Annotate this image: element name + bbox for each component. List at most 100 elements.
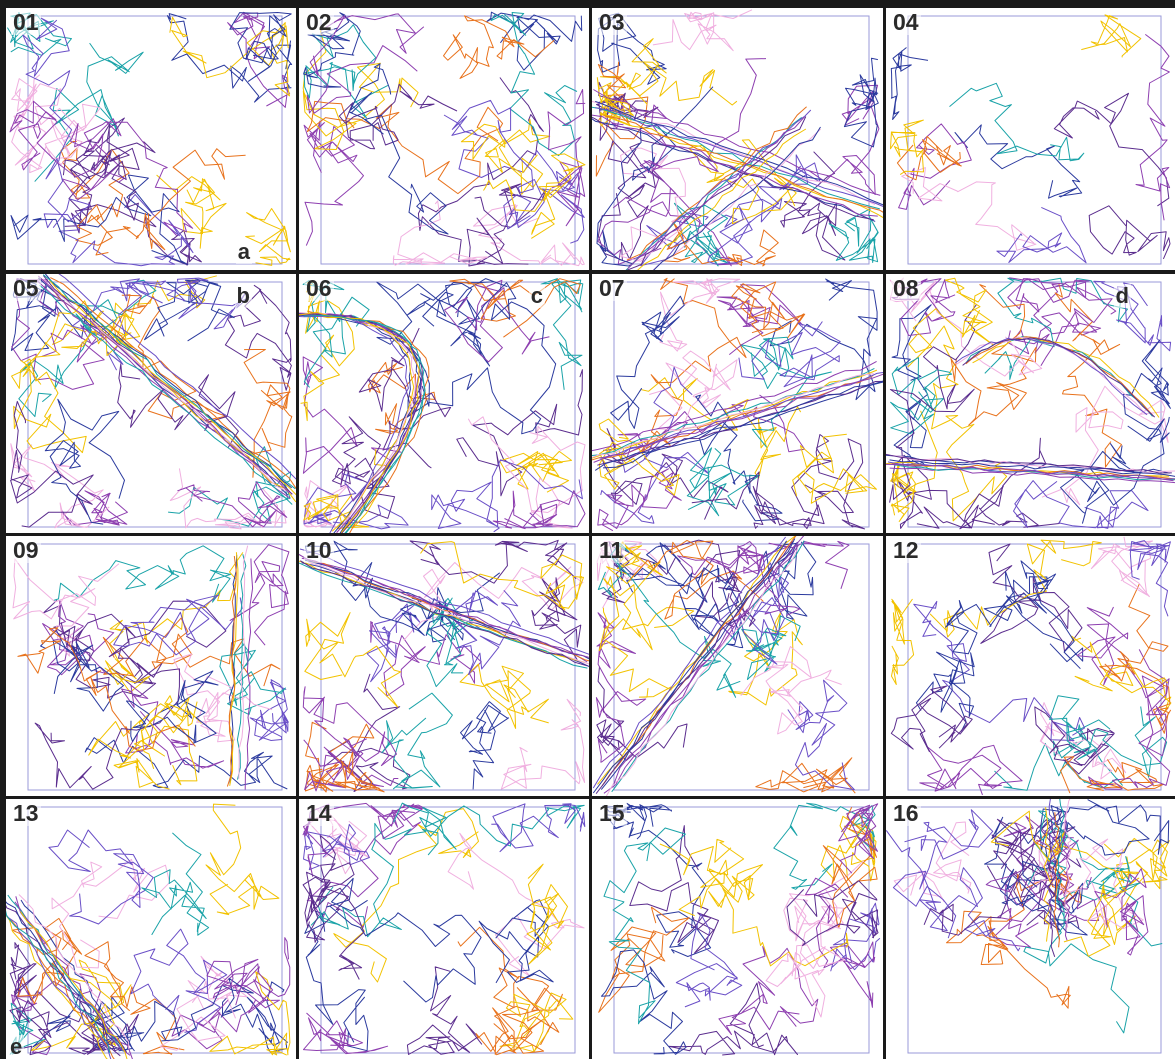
trajectory-trace (929, 539, 1102, 638)
trajectory-trace (303, 1012, 389, 1055)
trajectory-plot (302, 802, 586, 1056)
trajectory-trace (492, 490, 586, 530)
trajectory-trace (765, 905, 846, 1018)
trajectory-trace (6, 904, 121, 1057)
panel-letter: b (234, 283, 252, 308)
trajectory-trace (915, 651, 975, 732)
trajectory-trace (677, 540, 850, 589)
trajectory-trace (1022, 804, 1170, 888)
trajectory-trace (303, 314, 426, 533)
trajectory-plot (12, 543, 290, 791)
trajectory-plot (592, 277, 883, 532)
trajectory-trace (43, 194, 194, 267)
panel-number: 02 (304, 9, 334, 35)
trajectory-trace (954, 337, 1148, 416)
trajectory-trace (652, 9, 753, 52)
trajectory-panel-09: 09 (6, 536, 296, 796)
trajectory-trace (130, 928, 228, 1033)
trajectory-plot (6, 11, 293, 267)
trajectory-trace (994, 719, 1123, 791)
trajectory-trace (245, 208, 291, 266)
trajectory-trace (156, 174, 227, 249)
trajectory-trace (88, 701, 202, 786)
trajectory-plot (592, 9, 883, 270)
trajectory-trace (451, 99, 545, 230)
trajectory-trace (891, 278, 956, 336)
trajectory-panel-04: 04 (886, 8, 1175, 270)
trajectory-trace (1076, 606, 1168, 716)
trajectory-trace (306, 750, 385, 793)
trajectory-trace (691, 471, 825, 530)
arena-outline (613, 543, 870, 791)
trajectory-trace (499, 992, 574, 1053)
trajectory-trace (381, 692, 453, 790)
trajectory-trace (302, 802, 421, 877)
trajectory-trace (662, 220, 779, 267)
trajectory-trace (209, 971, 291, 1056)
trajectory-trace (10, 443, 110, 529)
trajectory-trace (890, 47, 929, 120)
trajectory-trace (769, 278, 878, 401)
panel-number: 15 (597, 800, 627, 826)
trajectory-trace (893, 821, 972, 902)
trajectory-trace (326, 877, 482, 1003)
trajectory-plot (598, 802, 881, 1056)
panel-number: 12 (891, 537, 921, 563)
trajectory-trace (892, 463, 1175, 481)
trajectory-trace (42, 274, 296, 490)
trajectory-trace (787, 679, 855, 791)
trajectory-trace (923, 818, 1046, 936)
trajectory-trace (306, 13, 425, 114)
trajectory-trace (243, 349, 293, 478)
trajectory-trace (61, 118, 194, 237)
trajectory-trace (475, 987, 545, 1056)
trajectory-trace (715, 562, 789, 665)
trajectory-trace (20, 911, 128, 1059)
trajectory-trace (641, 377, 802, 479)
trajectory-trace (805, 877, 876, 1008)
trajectory-trace (898, 123, 972, 210)
trajectory-trace (668, 982, 798, 1056)
trajectory-trace (159, 955, 248, 1051)
arena-outline (320, 281, 576, 528)
trajectory-trace (173, 653, 273, 743)
trajectory-panel-12: 12 (886, 536, 1175, 796)
trajectory-trace (10, 400, 94, 528)
trajectory-trace (6, 12, 72, 56)
trajectory-trace (613, 536, 805, 785)
trajectory-trace (755, 757, 856, 794)
trajectory-trace (333, 808, 479, 983)
trajectory-trace (34, 42, 144, 182)
trajectory-trace (889, 304, 977, 503)
trajectory-trace (1007, 277, 1113, 367)
trajectory-trace (1056, 799, 1065, 933)
trajectory-trace (64, 201, 202, 266)
trajectory-trace (886, 463, 1174, 482)
trajectory-trace (984, 277, 1128, 380)
trajectory-trace (629, 825, 719, 954)
trajectory-trace (596, 86, 714, 267)
trajectory-trace (891, 598, 915, 685)
trajectory-trace (540, 278, 584, 390)
trajectory-trace (610, 295, 685, 429)
trajectory-trace (299, 311, 420, 533)
trajectory-trace (460, 701, 509, 790)
trajectory-trace (393, 802, 585, 850)
trajectory-panel-07: 07 (592, 274, 883, 533)
trajectory-trace (460, 118, 551, 195)
trajectory-trace (592, 118, 876, 222)
trajectory-trace (17, 627, 196, 751)
trajectory-trace (457, 926, 563, 1045)
trajectory-trace (473, 204, 585, 267)
panel-number: 01 (11, 9, 41, 35)
trajectory-trace (780, 860, 864, 984)
trajectory-trace (6, 910, 111, 1054)
panel-number: 08 (891, 275, 921, 301)
trajectory-trace (39, 284, 293, 505)
trajectory-trace (901, 167, 1037, 251)
trajectory-trace (954, 124, 1083, 199)
trajectory-trace (406, 282, 557, 435)
trajectory-trace (695, 394, 783, 522)
trajectory-trace (1054, 806, 1063, 940)
trajectory-panel-01: 01 a (6, 8, 296, 270)
